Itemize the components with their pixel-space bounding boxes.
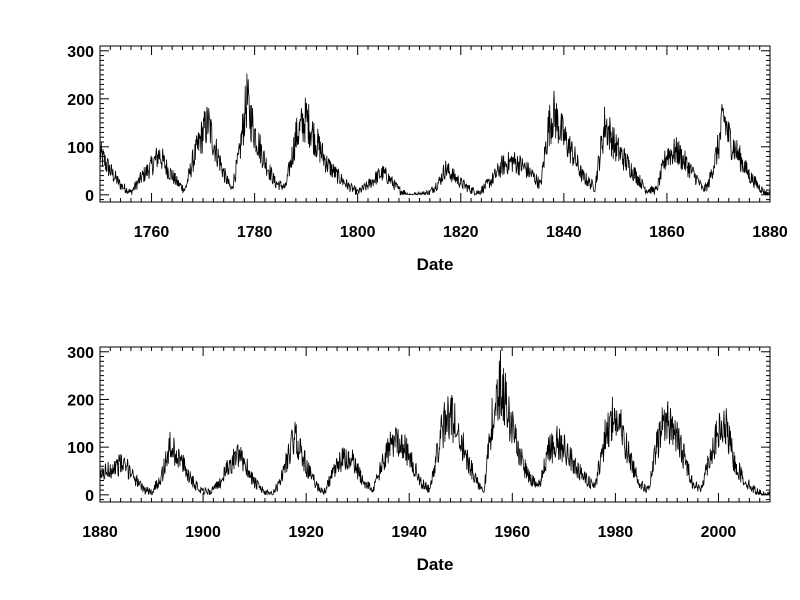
- x-tick-label: 1980: [598, 524, 634, 541]
- x-axis-title: Date: [417, 555, 454, 574]
- y-tick-label: 300: [67, 345, 94, 362]
- y-tick-label: 300: [67, 44, 94, 61]
- y-tick-label: 0: [85, 488, 94, 505]
- sunspot-series-line: [99, 73, 771, 196]
- plot-frame: [99, 346, 771, 503]
- y-tick-label: 0: [85, 188, 94, 205]
- x-tick-label: 1780: [237, 224, 273, 241]
- x-tick-label: 2000: [701, 524, 737, 541]
- y-tick-label: 200: [67, 92, 94, 109]
- x-tick-label: 1940: [391, 524, 427, 541]
- x-tick-label: 1800: [340, 224, 376, 241]
- sunspot-series-line: [99, 350, 771, 496]
- chart-panel-1750-1880: 1760 1780 1800 1820 1840 1860 1880 0 100 200 300 Da…: [67, 44, 788, 274]
- x-tick-label: 1900: [185, 524, 221, 541]
- chart-panel-1880-2010: 1880 1900 1920 1940 1960 1980 2000 0 100 200 300 Da…: [67, 345, 771, 574]
- x-tick-label: 1880: [752, 224, 788, 241]
- y-tick-label: 200: [67, 392, 94, 409]
- x-tick-label: 1860: [649, 224, 685, 241]
- plot-frame: [99, 45, 771, 203]
- x-tick-label: 1880: [82, 524, 118, 541]
- y-tick-label: 100: [67, 140, 94, 157]
- x-axis-title: Date: [417, 255, 454, 274]
- x-tick-label: 1840: [546, 224, 582, 241]
- x-tick-label: 1920: [288, 524, 324, 541]
- y-tick-label: 100: [67, 440, 94, 457]
- x-tick-label: 1760: [134, 224, 170, 241]
- x-tick-label: 1960: [495, 524, 531, 541]
- x-tick-label: 1820: [443, 224, 479, 241]
